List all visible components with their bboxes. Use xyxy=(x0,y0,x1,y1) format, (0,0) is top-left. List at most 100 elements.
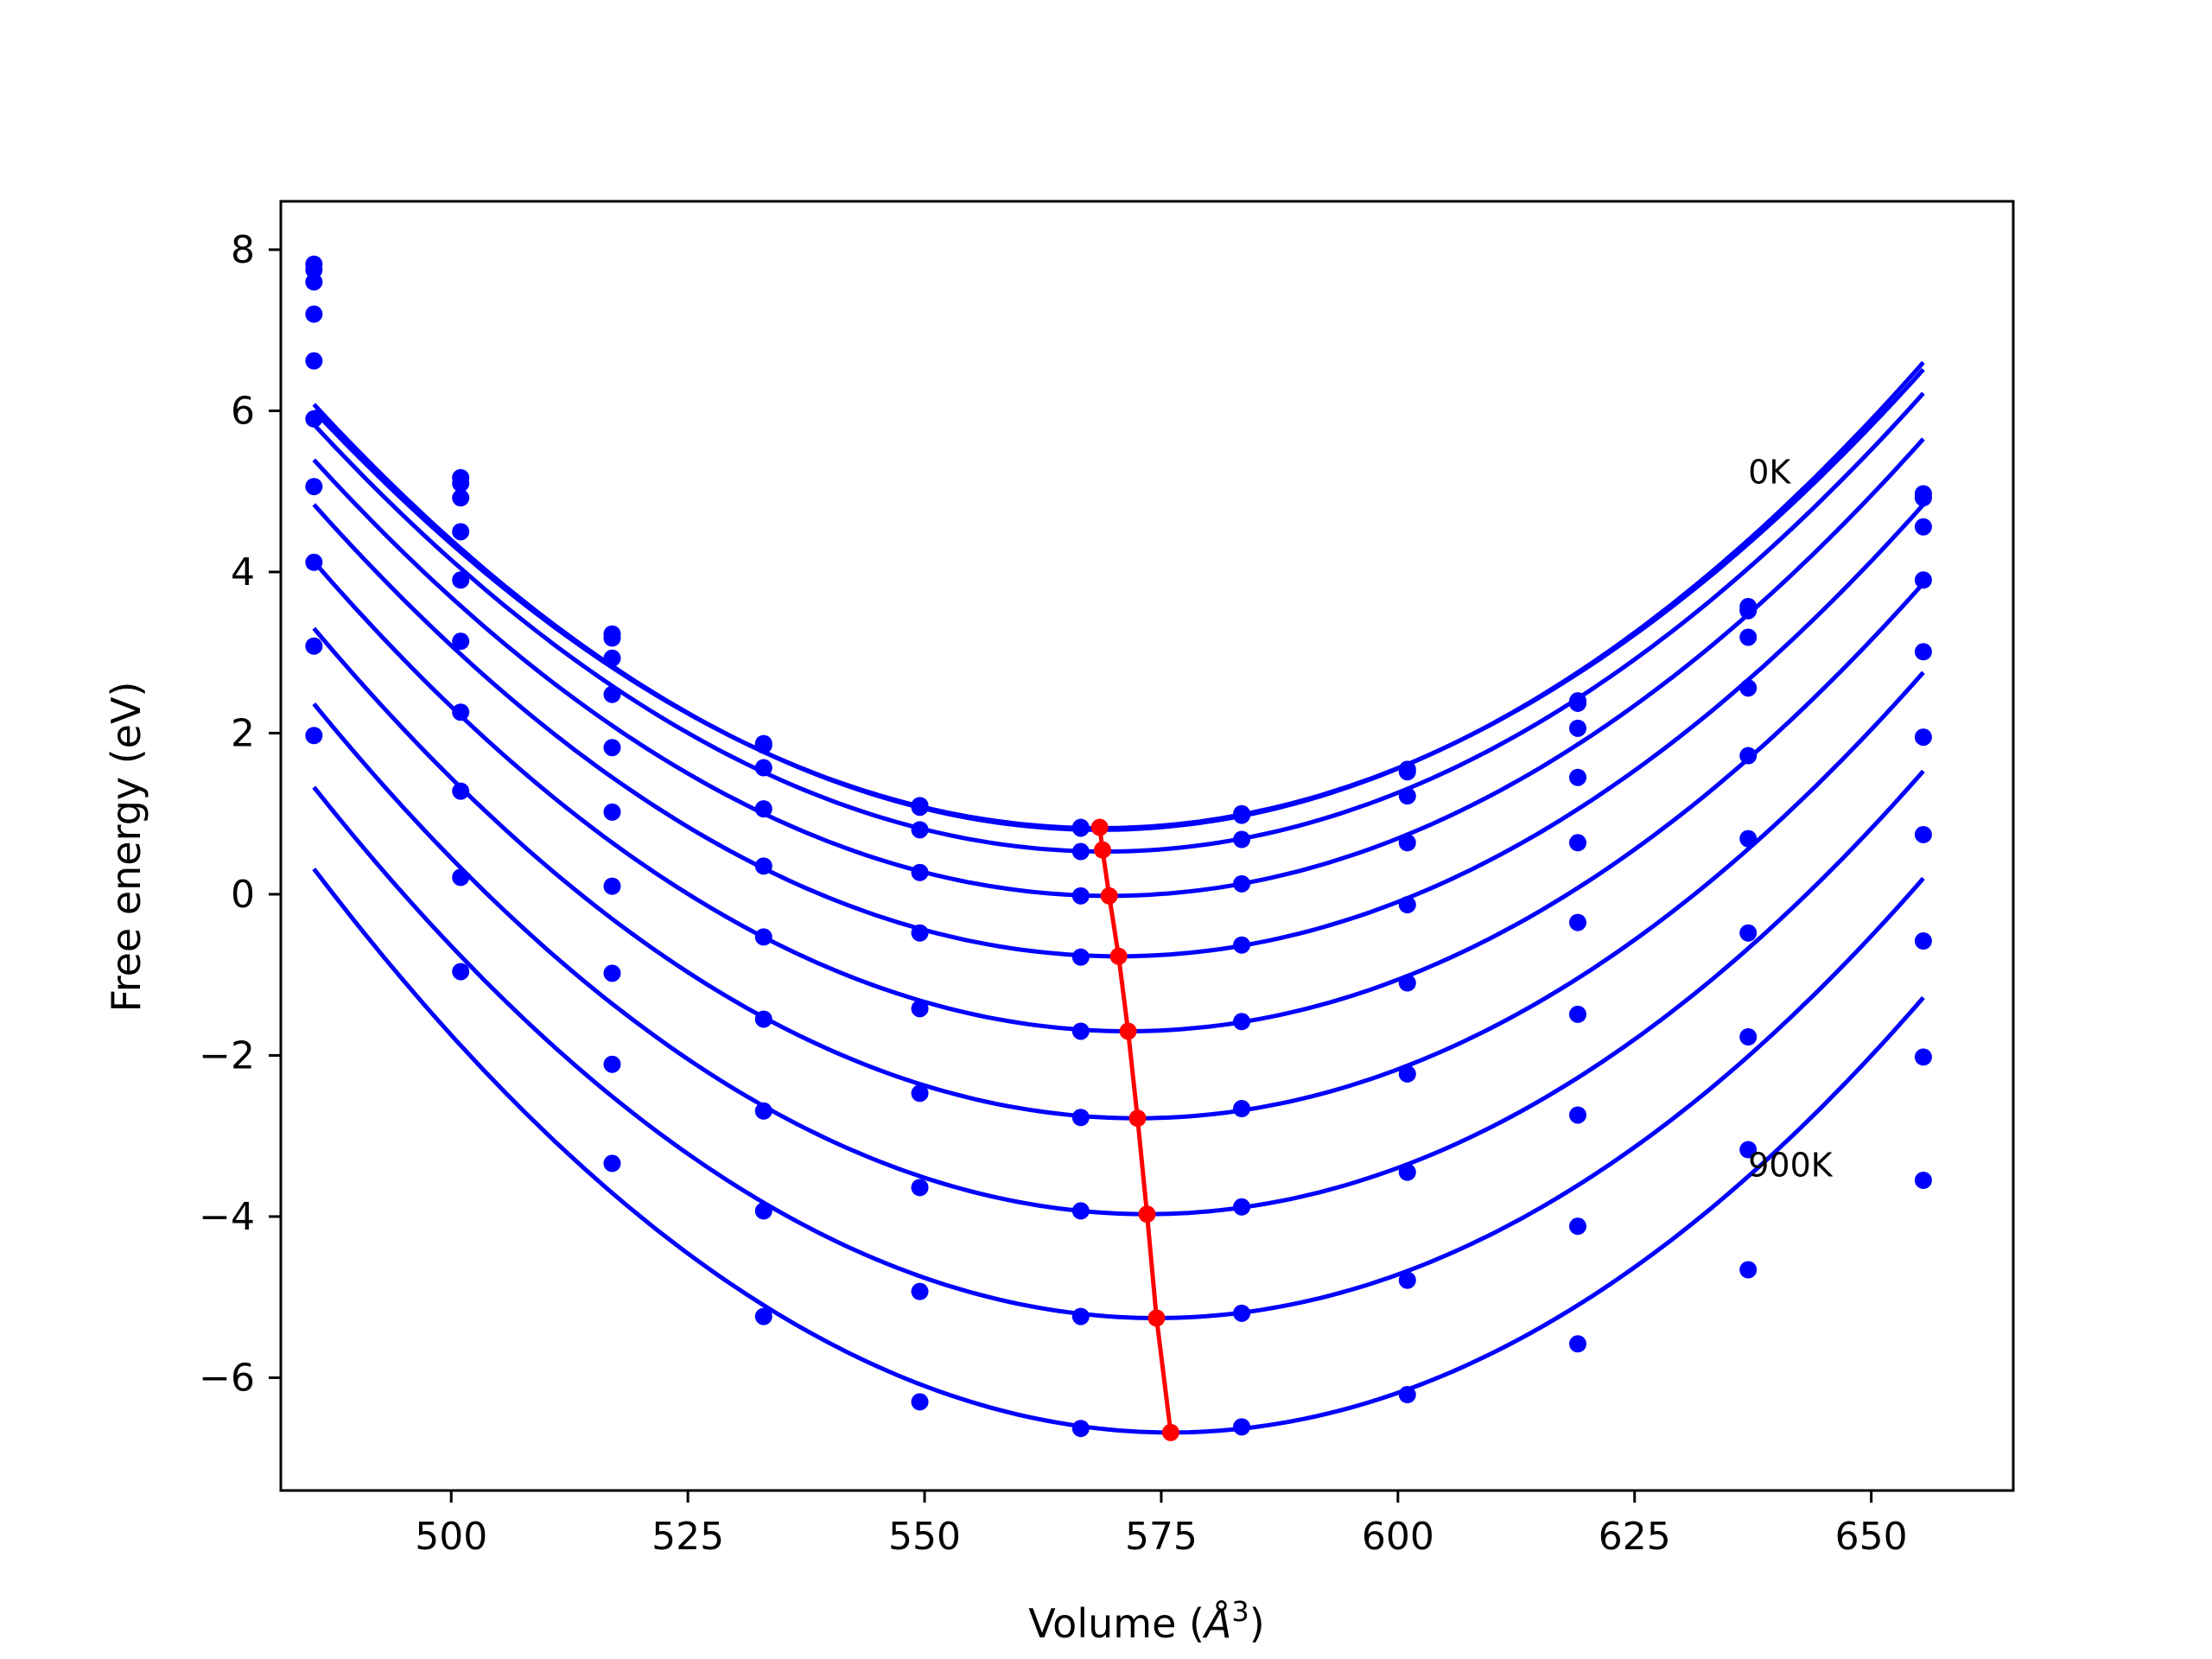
y-tick-label-3: 0 xyxy=(231,873,255,917)
series-6-fit-curve xyxy=(312,626,1925,1121)
series-3-point-1 xyxy=(452,523,470,541)
x-tick-label-4: 600 xyxy=(1362,1515,1434,1559)
series-1-point-9 xyxy=(1739,601,1758,620)
y-axis-label: Free energy (eV) xyxy=(103,682,149,1013)
series-3-point-3 xyxy=(754,800,772,818)
series-6-point-10 xyxy=(1914,825,1932,843)
series-9-point-2 xyxy=(603,1154,621,1173)
series-9-point-9 xyxy=(1739,1261,1758,1279)
series-7-point-0 xyxy=(305,553,323,571)
y-tick-label-0: −6 xyxy=(199,1356,255,1400)
series-8-fit-curve xyxy=(312,785,1925,1320)
minima-path xyxy=(1090,818,1179,1441)
x-axis-ticks: 500 525 550 575 600 625 650 xyxy=(415,1491,1908,1559)
series-2-point-4 xyxy=(911,821,929,839)
series-1-point-2 xyxy=(603,629,621,647)
series-9-point-1 xyxy=(452,963,470,981)
series-4-point-8 xyxy=(1569,834,1587,852)
series-1-point-6 xyxy=(1233,806,1251,824)
series-2-point-8 xyxy=(1569,719,1587,737)
x-axis-label-symbol: Å xyxy=(1202,1600,1231,1647)
series-2-point-9 xyxy=(1739,628,1758,646)
series-1-point-10 xyxy=(1914,489,1932,507)
series-5-point-2 xyxy=(603,803,621,821)
series-1-point-7 xyxy=(1398,763,1416,781)
series-3-point-0 xyxy=(305,305,323,323)
series-7-point-5 xyxy=(1071,1202,1090,1220)
x-axis-label: Volume (Å3) xyxy=(1028,1595,1264,1647)
series-7-point-2 xyxy=(603,964,621,982)
series-2-point-10 xyxy=(1914,518,1932,536)
series-6-point-2 xyxy=(603,877,621,895)
series-6-point-6 xyxy=(1233,1099,1251,1117)
series-5-point-0 xyxy=(305,410,323,428)
series-7-point-6 xyxy=(1233,1198,1251,1216)
plot-frame xyxy=(279,200,2015,1492)
series-8-point-6 xyxy=(1233,1304,1251,1322)
series-7 xyxy=(305,553,1932,1220)
series-5-point-3 xyxy=(754,928,772,946)
series-6-point-7 xyxy=(1398,1065,1416,1083)
series-1-fit-curve xyxy=(312,367,1925,831)
x-tick-label-3: 575 xyxy=(1125,1515,1198,1559)
series-3-point-7 xyxy=(1398,834,1416,852)
series-3-point-5 xyxy=(1071,887,1090,905)
plot-marks xyxy=(305,255,1932,1441)
minima-point-5 xyxy=(1128,1109,1147,1128)
x-axis-label-exponent: 3 xyxy=(1231,1595,1249,1628)
series-7-point-4 xyxy=(911,1179,929,1197)
minima-point-3 xyxy=(1109,947,1128,965)
series-3-point-2 xyxy=(603,685,621,703)
series-9-point-4 xyxy=(911,1393,929,1411)
y-tick-label-6: 6 xyxy=(231,389,255,433)
series-4-point-5 xyxy=(1071,948,1090,966)
series-8-point-0 xyxy=(305,637,323,655)
series-5-point-5 xyxy=(1071,1022,1090,1040)
series-7-point-8 xyxy=(1569,1106,1587,1124)
x-axis-label-text: Volume ( xyxy=(1028,1600,1205,1647)
series-7-point-3 xyxy=(754,1102,772,1120)
series-8-point-4 xyxy=(911,1282,929,1300)
series-2-point-7 xyxy=(1398,787,1416,805)
series-9-point-5 xyxy=(1071,1420,1090,1438)
series-4-point-6 xyxy=(1233,936,1251,954)
x-tick-label-5: 625 xyxy=(1599,1515,1671,1559)
series-8-point-9 xyxy=(1739,1141,1758,1159)
series-1 xyxy=(305,261,1932,837)
series-2-point-0 xyxy=(305,273,323,291)
minima-point-7 xyxy=(1147,1309,1166,1327)
series-2-point-3 xyxy=(754,759,772,777)
series-4-point-1 xyxy=(452,571,470,589)
series-8-point-5 xyxy=(1071,1307,1090,1325)
series-6-point-8 xyxy=(1569,1005,1587,1023)
series-4-point-0 xyxy=(305,352,323,370)
series-3-point-10 xyxy=(1914,571,1932,589)
annotation-1: 900K xyxy=(1748,1146,1834,1184)
series-6-point-1 xyxy=(452,703,470,721)
series-5-fit-curve xyxy=(312,560,1925,1034)
series-7-point-7 xyxy=(1398,1163,1416,1181)
series-4-point-7 xyxy=(1398,896,1416,914)
y-tick-label-2: −2 xyxy=(199,1033,255,1077)
series-3-point-6 xyxy=(1233,874,1251,893)
series-9-point-6 xyxy=(1233,1418,1251,1436)
y-axis-ticks: −6 −4 −2 0 2 4 6 8 xyxy=(199,228,281,1400)
series-4-point-10 xyxy=(1914,643,1932,661)
series-7-point-1 xyxy=(452,782,470,800)
series-3-fit-curve xyxy=(312,437,1925,899)
annotations: 0K 900K xyxy=(1748,453,1834,1184)
x-tick-label-6: 650 xyxy=(1835,1515,1908,1559)
series-6-point-0 xyxy=(305,478,323,496)
series-9-point-8 xyxy=(1569,1335,1587,1353)
series-9-point-0 xyxy=(305,727,323,745)
y-tick-label-7: 8 xyxy=(231,228,255,272)
minima-point-4 xyxy=(1119,1022,1137,1040)
series-1-point-0 xyxy=(305,261,323,279)
series-1-point-5 xyxy=(1071,819,1090,837)
series-5-point-10 xyxy=(1914,728,1932,747)
series-9-point-7 xyxy=(1398,1386,1416,1404)
series-7-fit-curve xyxy=(312,702,1925,1217)
series-2-point-6 xyxy=(1233,830,1251,849)
series-7-point-9 xyxy=(1739,1028,1758,1046)
